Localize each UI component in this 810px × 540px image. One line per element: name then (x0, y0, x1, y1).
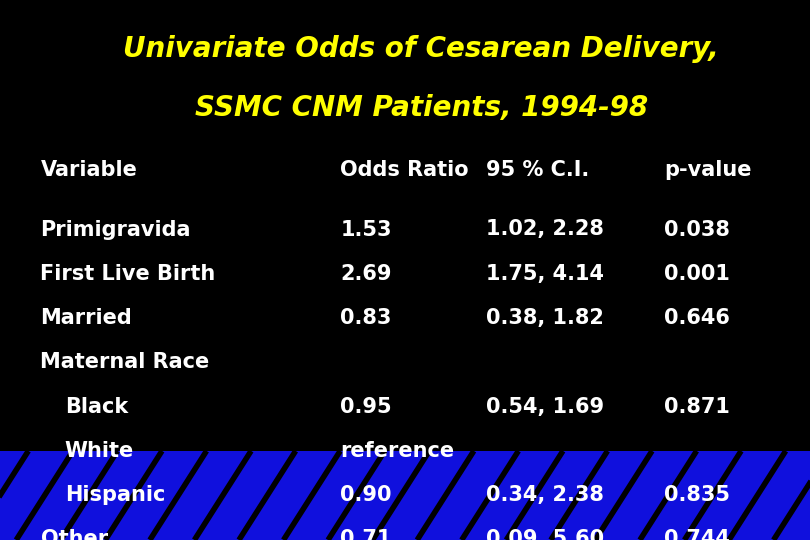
Text: 0.90: 0.90 (340, 485, 392, 505)
Text: Primigravida: Primigravida (40, 219, 191, 240)
Text: 1.75, 4.14: 1.75, 4.14 (486, 264, 604, 284)
Text: 0.09, 5.60: 0.09, 5.60 (486, 529, 604, 540)
Text: White: White (65, 441, 134, 461)
Text: Univariate Odds of Cesarean Delivery,: Univariate Odds of Cesarean Delivery, (123, 35, 719, 63)
Text: Black: Black (65, 396, 128, 417)
Text: 0.001: 0.001 (664, 264, 730, 284)
Text: 1.02, 2.28: 1.02, 2.28 (486, 219, 604, 240)
Text: 0.38, 1.82: 0.38, 1.82 (486, 308, 604, 328)
Text: 0.835: 0.835 (664, 485, 730, 505)
Text: 95 % C.I.: 95 % C.I. (486, 160, 589, 180)
Text: 0.646: 0.646 (664, 308, 730, 328)
Text: First Live Birth: First Live Birth (40, 264, 215, 284)
Text: Variable: Variable (40, 160, 138, 180)
Text: 0.95: 0.95 (340, 396, 392, 417)
Bar (0, 451, 810, 540)
Text: SSMC CNM Patients, 1994-98: SSMC CNM Patients, 1994-98 (194, 94, 648, 122)
Text: 1.53: 1.53 (340, 219, 392, 240)
Text: Hispanic: Hispanic (65, 485, 165, 505)
Text: 0.54, 1.69: 0.54, 1.69 (486, 396, 604, 417)
Text: 0.871: 0.871 (664, 396, 730, 417)
Text: Odds Ratio: Odds Ratio (340, 160, 469, 180)
Text: Maternal Race: Maternal Race (40, 352, 210, 373)
Text: 0.71: 0.71 (340, 529, 391, 540)
Text: 0.744: 0.744 (664, 529, 730, 540)
Text: Married: Married (40, 308, 132, 328)
Text: p-value: p-value (664, 160, 752, 180)
Text: 0.038: 0.038 (664, 219, 730, 240)
Text: 2.69: 2.69 (340, 264, 392, 284)
Text: reference: reference (340, 441, 454, 461)
Text: 0.34, 2.38: 0.34, 2.38 (486, 485, 604, 505)
Text: 0.83: 0.83 (340, 308, 391, 328)
Text: Other: Other (40, 529, 108, 540)
